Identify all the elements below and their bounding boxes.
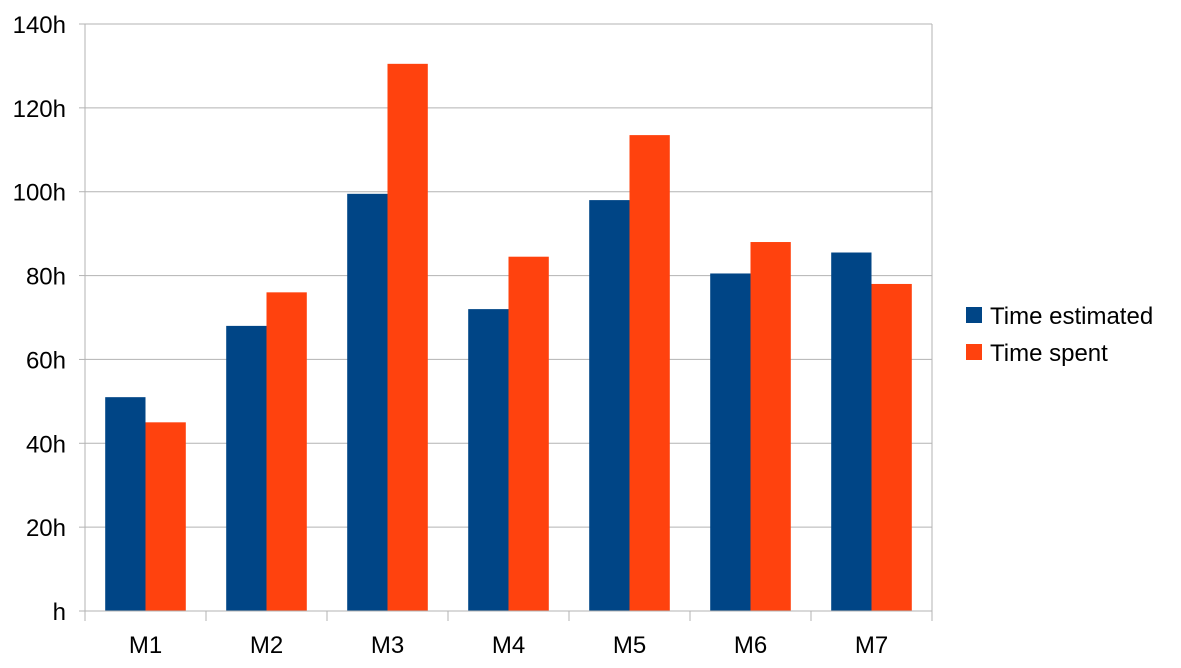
bar-m5-series-2 — [629, 135, 670, 611]
y-tick-label: 140h — [13, 12, 66, 39]
y-tick-label: 20h — [26, 515, 66, 542]
x-tick-label: M2 — [250, 632, 283, 659]
bar-m4-series-2 — [508, 256, 549, 611]
legend-label: Time estimated — [990, 303, 1153, 330]
x-axis-tick-labels: M1 M2 M3 M4 M5 M6 M7 — [129, 632, 888, 659]
x-tick-label: M1 — [129, 632, 162, 659]
bar-m1-series-1 — [105, 397, 146, 611]
bar-m7-series-2 — [871, 283, 912, 611]
bars — [105, 63, 912, 611]
y-axis-tick-labels: h 20h 40h 60h 80h 100h 120h 140h — [13, 12, 66, 626]
bar-m7-series-1 — [831, 252, 872, 611]
y-tick-label: 60h — [26, 347, 66, 374]
x-tick-label: M4 — [492, 632, 525, 659]
x-tick-label: M7 — [855, 632, 888, 659]
bar-m5-series-1 — [589, 200, 630, 611]
bar-m6-series-2 — [750, 242, 791, 611]
bar-m4-series-1 — [468, 309, 509, 611]
x-tick-label: M5 — [613, 632, 646, 659]
y-tick-label: 80h — [26, 264, 66, 291]
legend-swatch — [966, 344, 982, 360]
bar-m2-series-2 — [266, 292, 307, 611]
y-tick-label: 100h — [13, 180, 66, 207]
bar-m2-series-1 — [226, 325, 267, 611]
y-tick-label: h — [53, 599, 66, 626]
legend-label: Time spent — [990, 340, 1108, 367]
axes — [79, 23, 933, 621]
x-tick-label: M3 — [371, 632, 404, 659]
legend: Time estimated Time spent — [966, 303, 1153, 367]
legend-swatch — [966, 307, 982, 323]
x-tick-label: M6 — [734, 632, 767, 659]
bar-m6-series-1 — [710, 273, 751, 611]
y-tick-label: 40h — [26, 431, 66, 458]
y-tick-label: 120h — [13, 96, 66, 123]
bar-m1-series-2 — [145, 422, 186, 611]
bar-m3-series-2 — [387, 63, 428, 611]
bar-m3-series-1 — [347, 193, 388, 611]
